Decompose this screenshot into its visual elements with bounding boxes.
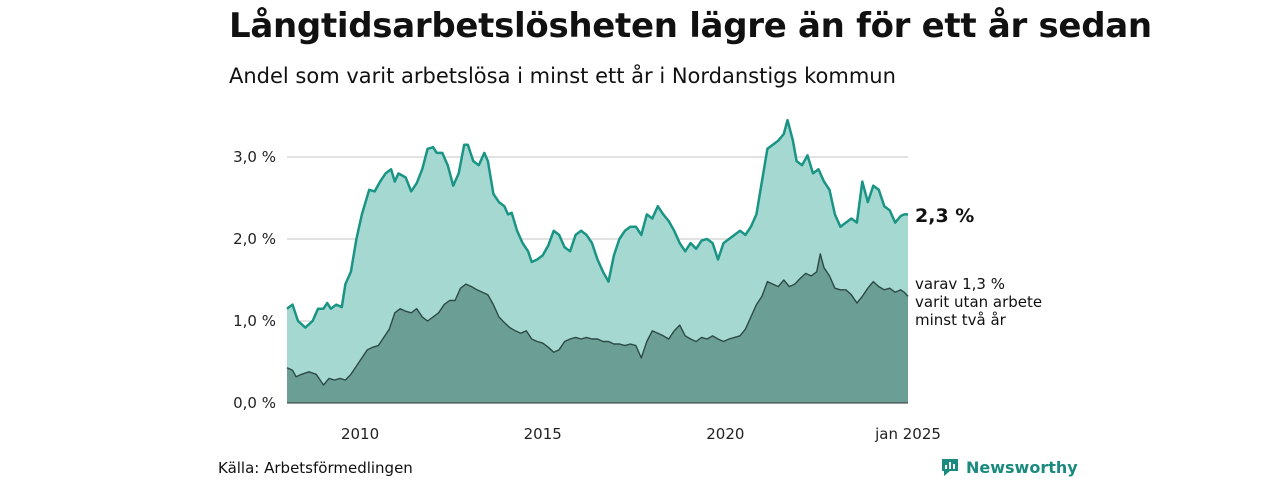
newsworthy-logo-icon bbox=[942, 459, 958, 476]
newsworthy-logo[interactable]: Newsworthy bbox=[940, 457, 1078, 477]
series-area-sub bbox=[287, 253, 908, 403]
series-line-sub bbox=[286, 253, 909, 386]
sub-end-label: varav 1,3 % bbox=[915, 275, 1005, 293]
chart-subtitle: Andel som varit arbetslösa i minst ett å… bbox=[229, 64, 896, 88]
y-tick-label: 3,0 % bbox=[233, 148, 276, 166]
y-tick-label: 2,0 % bbox=[233, 230, 276, 248]
x-tick-label: jan 2025 bbox=[874, 425, 941, 443]
y-tick-label: 1,0 % bbox=[233, 312, 276, 330]
x-tick-label: 2010 bbox=[341, 425, 379, 443]
x-tick-label: 2015 bbox=[524, 425, 562, 443]
brand-name: Newsworthy bbox=[966, 457, 1078, 477]
axes: 0,0 % 1,0 % 2,0 % 3,0 % 2010 2015 2020 jan 2025 bbox=[233, 148, 941, 443]
source-note: Källa: Arbetsförmedlingen bbox=[218, 459, 413, 477]
y-tick-label: 0,0 % bbox=[233, 394, 276, 412]
chart-title: Långtidsarbetslösheten lägre än för ett … bbox=[229, 6, 1152, 46]
series-areas bbox=[286, 118, 909, 403]
sub-end-label: varit utan arbete bbox=[915, 293, 1042, 311]
main-end-label: 2,3 % bbox=[915, 205, 974, 227]
x-tick-label: 2020 bbox=[706, 425, 744, 443]
sub-end-label: minst två år bbox=[915, 311, 1007, 329]
series-line-main bbox=[286, 118, 908, 329]
